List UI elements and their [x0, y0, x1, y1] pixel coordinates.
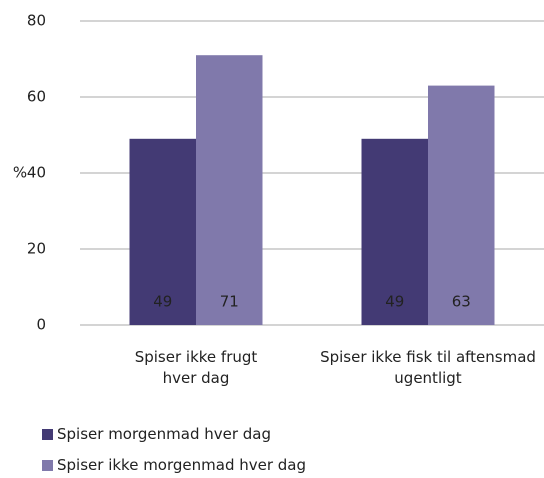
y-tick-label: 0 [36, 316, 46, 334]
legend-swatch [42, 428, 53, 440]
legend-item: Spiser morgenmad hver dag [42, 425, 271, 443]
x-tick-label: Spiser ikke fisk til aftensmad ugentligt [320, 348, 536, 387]
data-label: 71 [220, 293, 239, 311]
y-tick-label: 20 [27, 240, 46, 258]
data-label: 49 [153, 293, 172, 311]
y-tick-label: 60 [27, 88, 46, 106]
bar [428, 85, 495, 325]
data-label: 63 [452, 293, 471, 311]
bar [129, 138, 196, 325]
bar [361, 138, 428, 325]
legend-label: Spiser ikke morgenmad hver dag [57, 456, 307, 474]
y-tick-label: 40 [27, 164, 46, 182]
y-axis-label: % [13, 164, 27, 182]
legend-swatch [42, 459, 53, 471]
x-tick-label: Spiser ikke frugt hver dag [134, 348, 258, 387]
data-label: 49 [385, 293, 404, 311]
legend-item: Spiser ikke morgenmad hver dag [42, 456, 306, 474]
y-tick-label: 80 [27, 12, 46, 30]
bar [196, 55, 263, 325]
legend-label: Spiser morgenmad hver dag [57, 425, 272, 443]
